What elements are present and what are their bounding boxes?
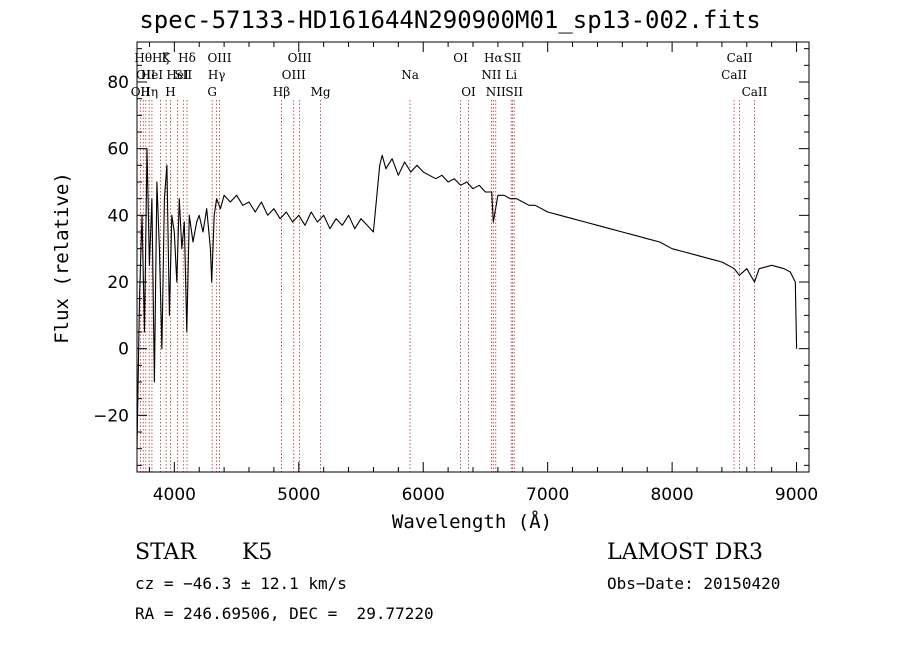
spectral-line-label-9: SII	[174, 68, 192, 82]
spectral-line-label-26: SII	[505, 85, 523, 99]
y-axis-label: Flux (relative)	[51, 172, 73, 344]
spectral-line-label-24: Li	[505, 68, 517, 82]
x-tick-label-9000: 9000	[775, 485, 818, 505]
spectral-line-label-11: G	[207, 85, 217, 99]
spectral-line-label-21: NII	[481, 68, 501, 82]
object-subclass: K5	[242, 540, 273, 565]
spectral-line-label-6: K	[162, 51, 172, 65]
spectral-line-label-15: OIII	[282, 68, 306, 82]
spectral-line-label-2: OII	[136, 68, 156, 82]
y-tick-label-20: 20	[107, 273, 129, 293]
spectral-line-label-0: OII	[131, 85, 151, 99]
spectrum-layer	[136, 148, 798, 449]
y-tick-label--20: −20	[93, 406, 129, 426]
object-class: STAR	[135, 540, 196, 565]
spectral-line-label-8: HeI	[166, 68, 189, 82]
spectral-line-label-7: H	[165, 85, 175, 99]
x-tick-label-7000: 7000	[526, 485, 569, 505]
x-axis-label: Wavelength (Å)	[392, 510, 552, 533]
spectral-lines-layer: OIIHθOIIHηHeIHζKHHeISIIHδGHγOIIIHβOIIIOI…	[131, 51, 768, 472]
x-tick-label-6000: 6000	[402, 485, 445, 505]
spectral-line-label-25: SII	[504, 51, 522, 65]
x-tick-label-8000: 8000	[650, 485, 693, 505]
spectral-line-label-29: CaII	[742, 85, 768, 99]
y-tick-label-40: 40	[107, 206, 129, 226]
spectral-line-label-3: Hη	[140, 85, 158, 99]
obs-date-text: Obs−Date: 20150420	[607, 574, 781, 593]
spectral-line-label-22: Hα	[484, 51, 503, 65]
spectral-line-label-17: Mg	[311, 85, 331, 99]
spectral-line-label-12: Hγ	[208, 68, 226, 82]
redshift-text: cz = −46.3 ± 12.1 km/s	[135, 574, 347, 593]
spectral-line-label-18: Na	[401, 68, 419, 82]
x-tick-label-4000: 4000	[153, 485, 196, 505]
spectrum-series-line	[136, 148, 798, 449]
axis-ticks-layer: 4000 5000 6000 7000 8000 9000 −20 0 20 40 60 80	[93, 42, 818, 505]
x-tick-label-5000: 5000	[277, 485, 320, 505]
spectral-line-label-23: NII	[486, 85, 506, 99]
spectral-line-label-10: Hδ	[178, 51, 196, 65]
spectral-line-label-27: CaII	[721, 68, 747, 82]
spectral-line-label-13: OIII	[207, 51, 231, 65]
spectral-line-label-16: OIII	[288, 51, 312, 65]
spectral-line-label-19: OI	[453, 51, 468, 65]
spectral-line-label-28: CaII	[727, 51, 753, 65]
spectral-line-label-20: OI	[461, 85, 476, 99]
y-tick-label-0: 0	[118, 340, 129, 360]
spectral-line-label-14: Hβ	[273, 85, 290, 99]
spectral-line-label-1: Hθ	[134, 51, 152, 65]
y-tick-label-60: 60	[107, 140, 129, 160]
spectral-line-label-4: HeI	[141, 68, 164, 82]
survey-name: LAMOST DR3	[607, 540, 763, 565]
plot-frame	[136, 41, 810, 473]
spectral-line-label-5: Hζ	[152, 51, 169, 65]
chart-title: spec-57133-HD161644N290900M01_sp13-002.f…	[139, 6, 761, 34]
coordinates-text: RA = 246.69506, DEC = 29.77220	[135, 604, 434, 623]
y-tick-label-80: 80	[107, 73, 129, 93]
